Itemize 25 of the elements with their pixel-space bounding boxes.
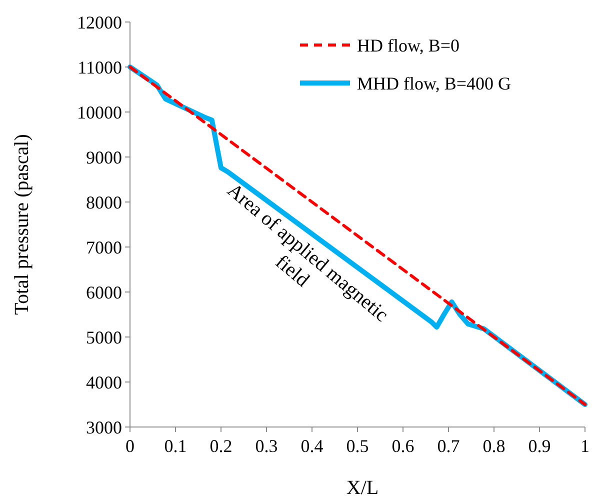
legend-label: HD flow, B=0	[357, 35, 460, 56]
y-tick-label: 8000	[86, 192, 122, 212]
x-tick-label: 0.2	[210, 436, 232, 456]
x-tick-label: 0.5	[346, 436, 369, 456]
x-tick-label: 0.9	[528, 436, 551, 456]
x-tick-label: 0.4	[300, 436, 324, 456]
x-tick-label: 0.8	[482, 436, 506, 456]
x-tick-label: 0.6	[392, 436, 414, 456]
y-tick-label: 10000	[77, 102, 122, 122]
x-tick-label: 0.1	[164, 436, 187, 456]
y-tick-label: 3000	[86, 417, 122, 438]
y-axis-title: Total pressure (pascal)	[11, 134, 33, 315]
y-tick-label: 12000	[77, 12, 122, 32]
y-tick-label: 7000	[86, 237, 122, 258]
y-tick-label: 4000	[86, 372, 122, 392]
y-tick-label: 6000	[86, 282, 122, 302]
x-tick-label: 0	[126, 436, 134, 456]
y-tick-label: 5000	[86, 327, 122, 348]
x-tick-label: 0.3	[255, 436, 278, 456]
y-tick-label: 9000	[86, 147, 122, 168]
legend-label: MHD flow, B=400 G	[357, 73, 511, 94]
x-tick-label: 0.7	[437, 436, 460, 456]
x-axis-title: X/L	[346, 477, 379, 499]
y-tick-label: 11000	[78, 57, 122, 78]
x-tick-label: 1	[580, 436, 590, 456]
